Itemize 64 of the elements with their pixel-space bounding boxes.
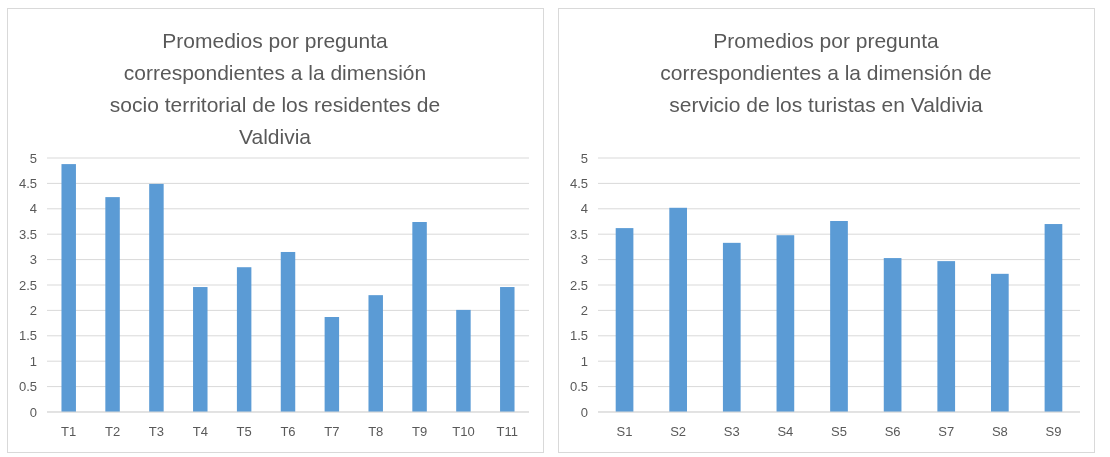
bar xyxy=(991,273,1009,412)
y-tick-label: 0.5 xyxy=(569,379,588,395)
bar xyxy=(193,287,208,412)
y-tick-label: 2.5 xyxy=(18,277,37,293)
y-tick-label: 1.5 xyxy=(18,328,37,344)
bar xyxy=(324,317,340,412)
y-tick-label: 4.5 xyxy=(18,175,37,191)
x-tick-label: T4 xyxy=(192,424,208,439)
x-tick-label: T5 xyxy=(236,424,252,439)
bar xyxy=(368,295,383,412)
x-tick-label: T6 xyxy=(280,424,296,439)
x-tick-label: T8 xyxy=(368,424,384,439)
x-tick-label: T2 xyxy=(104,424,121,439)
bar xyxy=(776,235,795,412)
y-tick-label: 1 xyxy=(29,353,37,369)
chart-title: Promedios por pregunta correspondientes a la dimensión de servicio de los turistas en Valdivia xyxy=(660,29,992,116)
bar xyxy=(615,228,634,412)
bar xyxy=(280,251,296,412)
bar xyxy=(412,222,427,412)
y-tick-label: 3.5 xyxy=(18,226,37,242)
x-tick-label: S5 xyxy=(831,424,847,439)
bar xyxy=(61,164,76,412)
x-tick-label: S9 xyxy=(1045,424,1062,439)
bar xyxy=(105,197,120,412)
x-tick-label: S3 xyxy=(723,424,740,439)
x-tick-label: T10 xyxy=(452,424,475,439)
bar xyxy=(937,261,956,412)
bar xyxy=(830,220,848,412)
x-tick-label: S7 xyxy=(938,424,955,439)
y-tick-label: 2 xyxy=(580,302,588,318)
x-tick-label: S6 xyxy=(884,424,901,439)
y-tick-label: 4 xyxy=(580,201,588,217)
y-tick-label: 3.5 xyxy=(569,226,588,242)
y-tick-label: 0 xyxy=(29,404,37,420)
y-tick-label: 0.5 xyxy=(18,379,37,395)
x-tick-label: T11 xyxy=(496,424,519,439)
x-tick-label: T7 xyxy=(324,424,340,439)
y-tick-label: 4 xyxy=(29,201,37,217)
bar xyxy=(669,207,687,412)
bar xyxy=(236,267,252,412)
bar xyxy=(1044,224,1063,412)
bar xyxy=(883,258,902,412)
x-tick-label: T1 xyxy=(61,424,77,439)
y-tick-label: 2.5 xyxy=(569,277,588,293)
y-tick-label: 4.5 xyxy=(569,175,588,191)
x-tick-label: T9 xyxy=(411,424,428,439)
x-tick-label: S8 xyxy=(991,424,1008,439)
y-tick-label: 3 xyxy=(29,252,37,268)
y-tick-label: 0 xyxy=(580,404,588,420)
bar xyxy=(456,309,471,412)
y-tick-label: 3 xyxy=(580,252,588,268)
y-tick-label: 5 xyxy=(29,150,37,166)
y-tick-label: 5 xyxy=(580,150,588,166)
bar xyxy=(149,183,164,412)
y-tick-label: 2 xyxy=(29,302,37,318)
bar xyxy=(722,242,741,412)
bar xyxy=(500,287,515,412)
x-tick-label: S1 xyxy=(616,424,633,439)
x-tick-label: S2 xyxy=(670,424,687,439)
y-tick-label: 1.5 xyxy=(569,328,588,344)
x-tick-label: T3 xyxy=(148,424,165,439)
chart-title: Promedios por pregunta correspondientes a la dimensión socio territorial de los residentes de Valdivia xyxy=(109,29,441,148)
y-tick-label: 1 xyxy=(580,353,588,369)
x-tick-label: S4 xyxy=(777,424,794,439)
